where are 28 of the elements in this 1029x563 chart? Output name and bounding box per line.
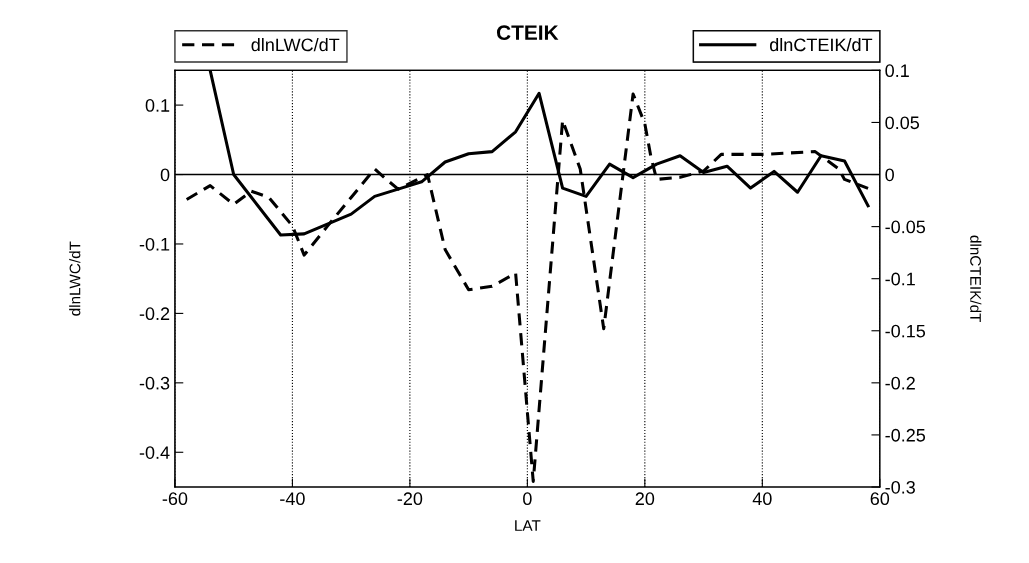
y-tick-label: -0.3 — [139, 376, 170, 390]
x-tick-label: -60 — [162, 492, 188, 506]
y-tick-label: 0.1 — [145, 99, 170, 112]
y2-tick-label: -0.05 — [885, 220, 926, 234]
y-axis-title: dlnLWC/dT — [69, 241, 81, 316]
y2-tick-label: -0.15 — [885, 324, 926, 338]
y2-tick-label: 0 — [885, 168, 894, 182]
y-tick-label: -0.4 — [139, 446, 170, 459]
x-tick-label: -40 — [280, 492, 305, 506]
y2-tick-label: -0.2 — [885, 376, 915, 390]
legend-label: dlnCTEIK/dT — [769, 37, 873, 52]
y2-tick-label: -0.25 — [885, 428, 926, 442]
x-tick-label: -20 — [397, 492, 423, 506]
x-axis-title: LAT — [515, 520, 541, 531]
chart-title: CTEIK — [496, 25, 559, 41]
x-tick-label: 40 — [752, 492, 772, 506]
x-tick-label: 60 — [870, 492, 890, 506]
legend-label: dlnLWC/dT — [251, 37, 340, 52]
y2-tick-label: -0.3 — [885, 480, 915, 494]
x-tick-label: 0 — [523, 492, 532, 506]
y2-tick-label: 0.1 — [885, 64, 909, 78]
y2-tick-label: 0.05 — [885, 116, 920, 130]
y2-tick-label: -0.1 — [885, 272, 915, 286]
y-tick-label: -0.1 — [139, 237, 170, 251]
y2-axis-title: dlnCTEIK/dT — [970, 235, 982, 323]
y-tick-label: 0 — [160, 168, 170, 182]
y-tick-label: -0.2 — [139, 307, 170, 321]
x-tick-label: 20 — [635, 492, 655, 506]
